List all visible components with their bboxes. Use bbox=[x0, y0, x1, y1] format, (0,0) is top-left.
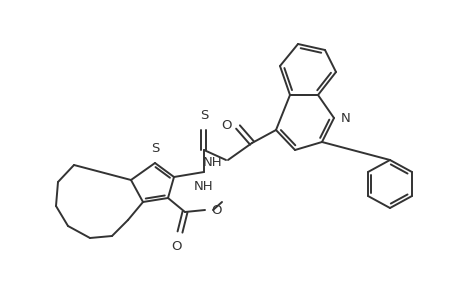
Text: S: S bbox=[151, 142, 159, 155]
Text: NH: NH bbox=[194, 180, 213, 193]
Text: O: O bbox=[221, 118, 231, 131]
Text: S: S bbox=[199, 109, 208, 122]
Text: NH: NH bbox=[202, 155, 222, 169]
Text: O: O bbox=[211, 203, 221, 217]
Text: N: N bbox=[340, 112, 350, 124]
Text: O: O bbox=[171, 240, 182, 253]
